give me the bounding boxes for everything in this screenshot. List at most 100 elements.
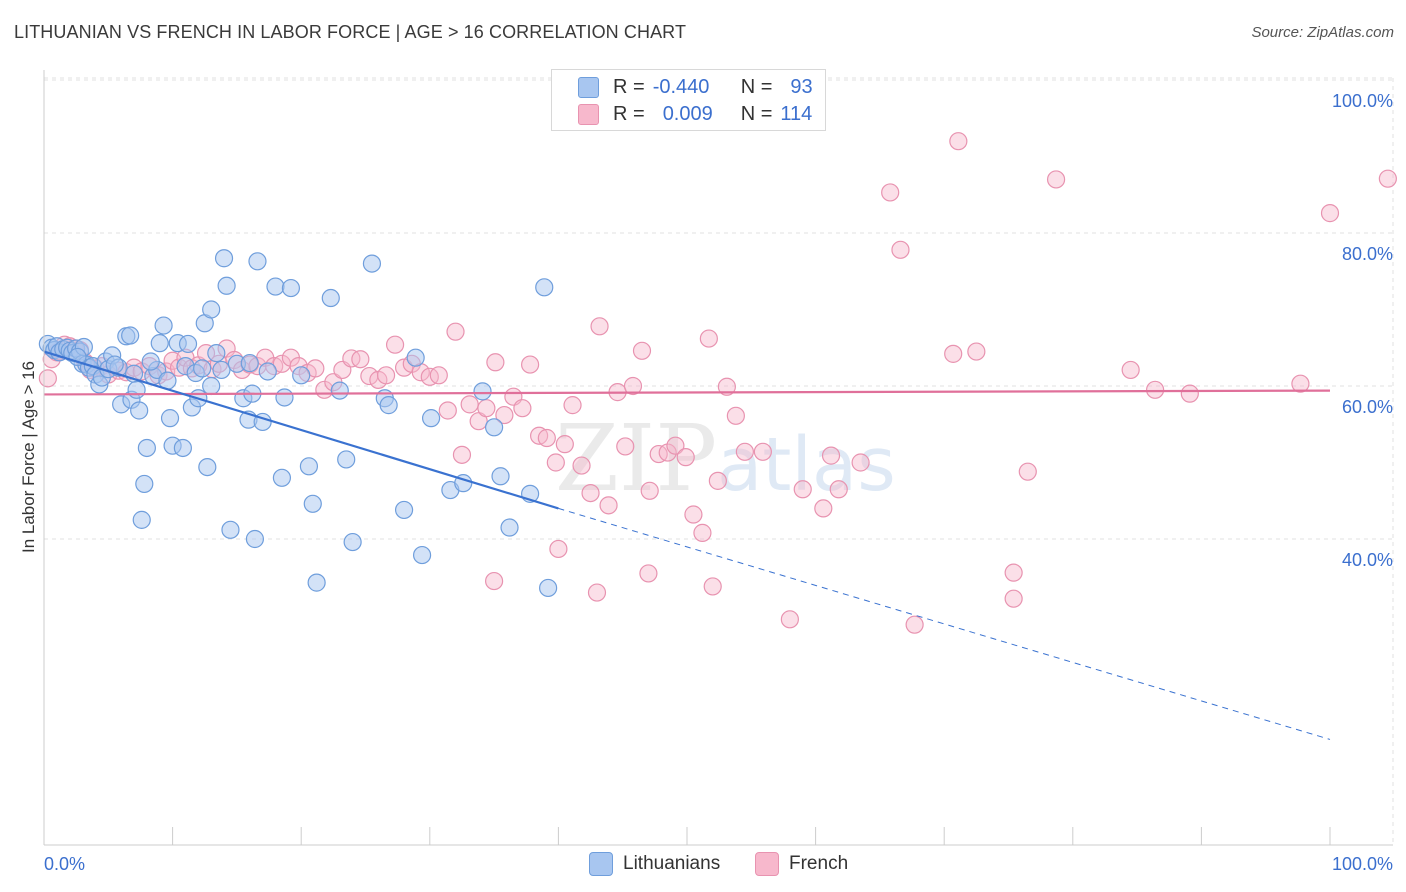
french-point xyxy=(1378,169,1397,188)
x-tick-label: 0.0% xyxy=(44,854,85,874)
lithuanian-point xyxy=(292,366,311,385)
lithuanian-point xyxy=(491,467,510,486)
french-point xyxy=(477,399,496,418)
french-point xyxy=(829,480,848,499)
lithuanian-point xyxy=(539,578,558,598)
lithuanian-point xyxy=(303,494,322,513)
lithuanian-point xyxy=(258,362,277,381)
french-point xyxy=(563,396,582,415)
lithuanian-point xyxy=(394,500,414,520)
y-tick-label: 100.0% xyxy=(1332,91,1393,111)
legend-n-label: N = xyxy=(740,102,773,125)
lithuanian-point xyxy=(141,352,160,371)
french-point xyxy=(38,369,57,388)
y-tick-label: 40.0% xyxy=(1342,550,1393,570)
french-point xyxy=(429,366,448,385)
legend-swatch-french xyxy=(578,103,599,125)
french-point xyxy=(699,329,718,348)
lithuanian-point xyxy=(127,380,146,399)
french-point xyxy=(581,484,600,503)
french-point xyxy=(623,376,643,396)
lithuanian-point xyxy=(275,388,294,407)
french-point xyxy=(780,610,799,629)
legend-r-label: R = xyxy=(613,102,645,125)
french-point xyxy=(376,366,396,385)
french-point xyxy=(821,446,841,465)
french-point xyxy=(658,443,677,462)
lithuanian-trend-line xyxy=(43,350,559,510)
lithuanian-point xyxy=(535,278,554,297)
french-point xyxy=(495,405,514,425)
french-trend-line xyxy=(43,389,1331,396)
legend-swatch-lithuanians xyxy=(589,852,613,876)
lithuanian-point xyxy=(406,348,425,367)
legend-row-french: R = 0.009 N = 114 xyxy=(578,101,812,127)
french-point xyxy=(385,335,405,354)
french-point xyxy=(1004,563,1023,582)
french-point xyxy=(546,453,565,472)
legend-n-value: 114 xyxy=(780,102,813,125)
lithuanian-point xyxy=(266,277,285,296)
chart-title: LITHUANIAN VS FRENCH IN LABOR FORCE | AG… xyxy=(14,22,687,42)
lithuanian-point xyxy=(500,518,519,537)
legend-label-lithuanians: Lithuanians xyxy=(623,853,721,874)
lithuanian-point xyxy=(245,529,265,549)
source-credit: Source: ZipAtlas.com xyxy=(1251,24,1394,41)
lithuanian-point xyxy=(154,316,173,335)
lithuanian-point xyxy=(214,249,234,268)
french-point xyxy=(438,401,457,420)
lithuanian-point xyxy=(330,381,349,400)
french-point xyxy=(1146,380,1165,399)
lithuanian-point xyxy=(299,457,319,476)
french-point xyxy=(753,442,772,461)
legend-item-french[interactable]: French xyxy=(755,852,848,876)
french-point xyxy=(460,395,479,414)
french-point xyxy=(649,444,668,464)
french-point xyxy=(717,377,736,396)
lithuanian-point xyxy=(121,326,140,345)
lithuanian-point xyxy=(132,510,151,529)
french-point xyxy=(708,471,727,490)
lithuanian-point xyxy=(281,278,301,298)
lithuanian-point xyxy=(221,520,240,539)
lithuanian-point xyxy=(198,457,217,477)
series-legend: Lithuanians French xyxy=(0,852,1406,876)
lithuanian-point xyxy=(421,409,441,428)
legend-n-label: N = xyxy=(740,75,773,98)
french-point xyxy=(446,322,465,341)
lithuanian-point xyxy=(362,254,382,273)
legend-label-french: French xyxy=(789,853,849,874)
y-tick-label: 80.0% xyxy=(1342,244,1393,264)
french-point xyxy=(1320,204,1340,223)
french-point xyxy=(513,399,532,418)
french-point xyxy=(351,350,370,369)
lithuanian-point xyxy=(207,344,226,363)
french-point xyxy=(1291,374,1310,393)
legend-swatch-lithuanians xyxy=(578,76,599,98)
lithuanian-point xyxy=(130,401,149,420)
legend-r-label: R = xyxy=(613,75,645,98)
lithuanian-point xyxy=(307,573,326,592)
watermark-atlas: atlas xyxy=(717,422,896,508)
lithuanian-point xyxy=(178,334,198,354)
legend-n-value: 93 xyxy=(790,75,813,98)
french-point xyxy=(666,436,685,455)
french-point xyxy=(1004,589,1023,608)
lithuanian-point xyxy=(485,418,504,437)
lithuanian-point xyxy=(137,438,156,458)
lithuanian-point xyxy=(240,353,259,373)
lithuanian-point xyxy=(160,409,180,428)
french-point xyxy=(572,456,591,475)
french-point xyxy=(632,341,652,360)
french-point xyxy=(420,367,439,386)
lithuanian-point xyxy=(212,360,231,380)
french-point xyxy=(485,571,504,591)
french-point xyxy=(814,499,833,518)
french-point xyxy=(587,583,607,602)
french-point xyxy=(735,442,754,461)
lithuanian-point xyxy=(379,396,398,415)
lithuanian-point xyxy=(272,468,292,487)
lithuanian-point xyxy=(412,545,432,565)
legend-item-lithuanians[interactable]: Lithuanians xyxy=(589,852,720,876)
